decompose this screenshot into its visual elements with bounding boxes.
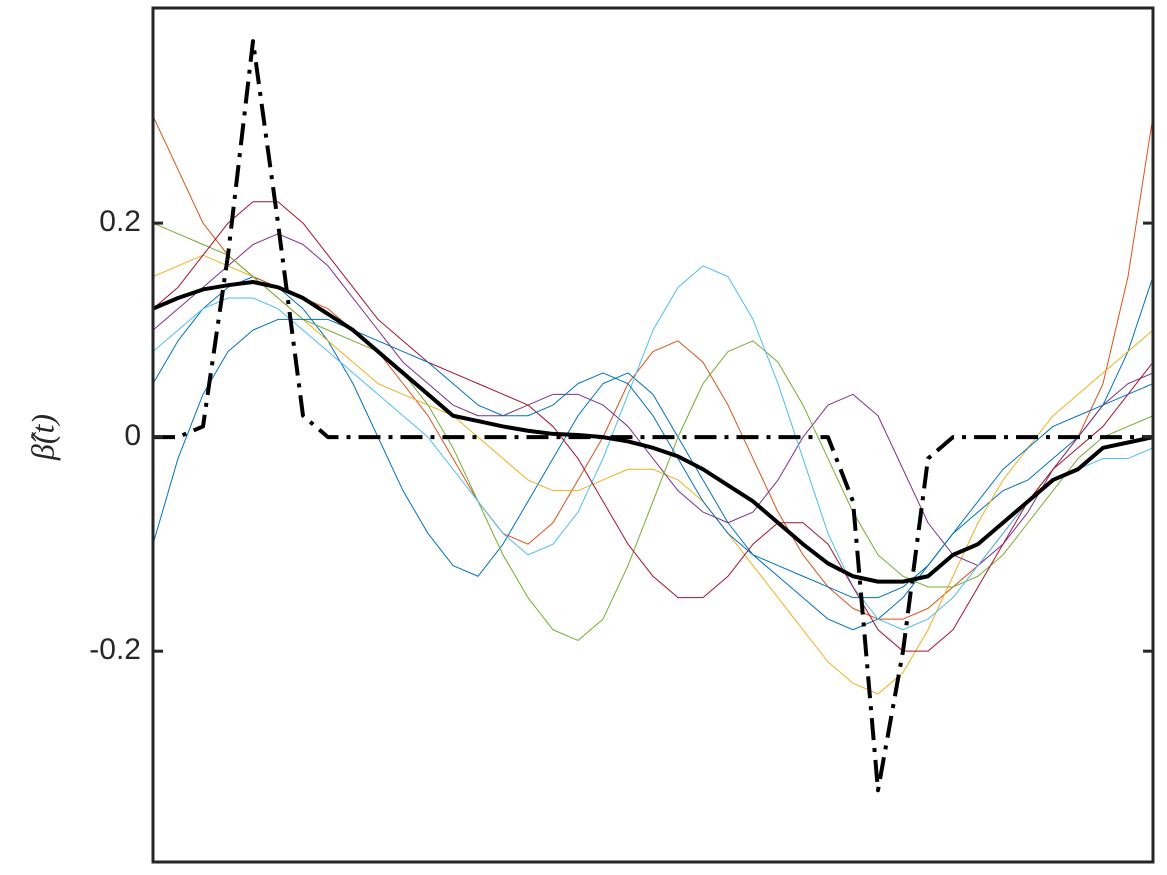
y-tick-label: -0.2 <box>89 633 141 666</box>
axes-box <box>151 6 1155 864</box>
y-tick-label: 0 <box>124 419 141 452</box>
series-line <box>153 254 1153 695</box>
series-line <box>153 279 1153 584</box>
series-line <box>153 201 1153 652</box>
y-tick-label: 0.2 <box>99 205 141 238</box>
plot-area <box>153 39 1153 793</box>
series-line <box>153 39 1153 793</box>
series-line <box>153 265 1153 631</box>
y-axis-label: β̂(t) <box>24 414 60 461</box>
series-line <box>153 318 1153 599</box>
series-line <box>153 222 1153 641</box>
series-line <box>153 276 1153 631</box>
series-line <box>153 233 1153 567</box>
